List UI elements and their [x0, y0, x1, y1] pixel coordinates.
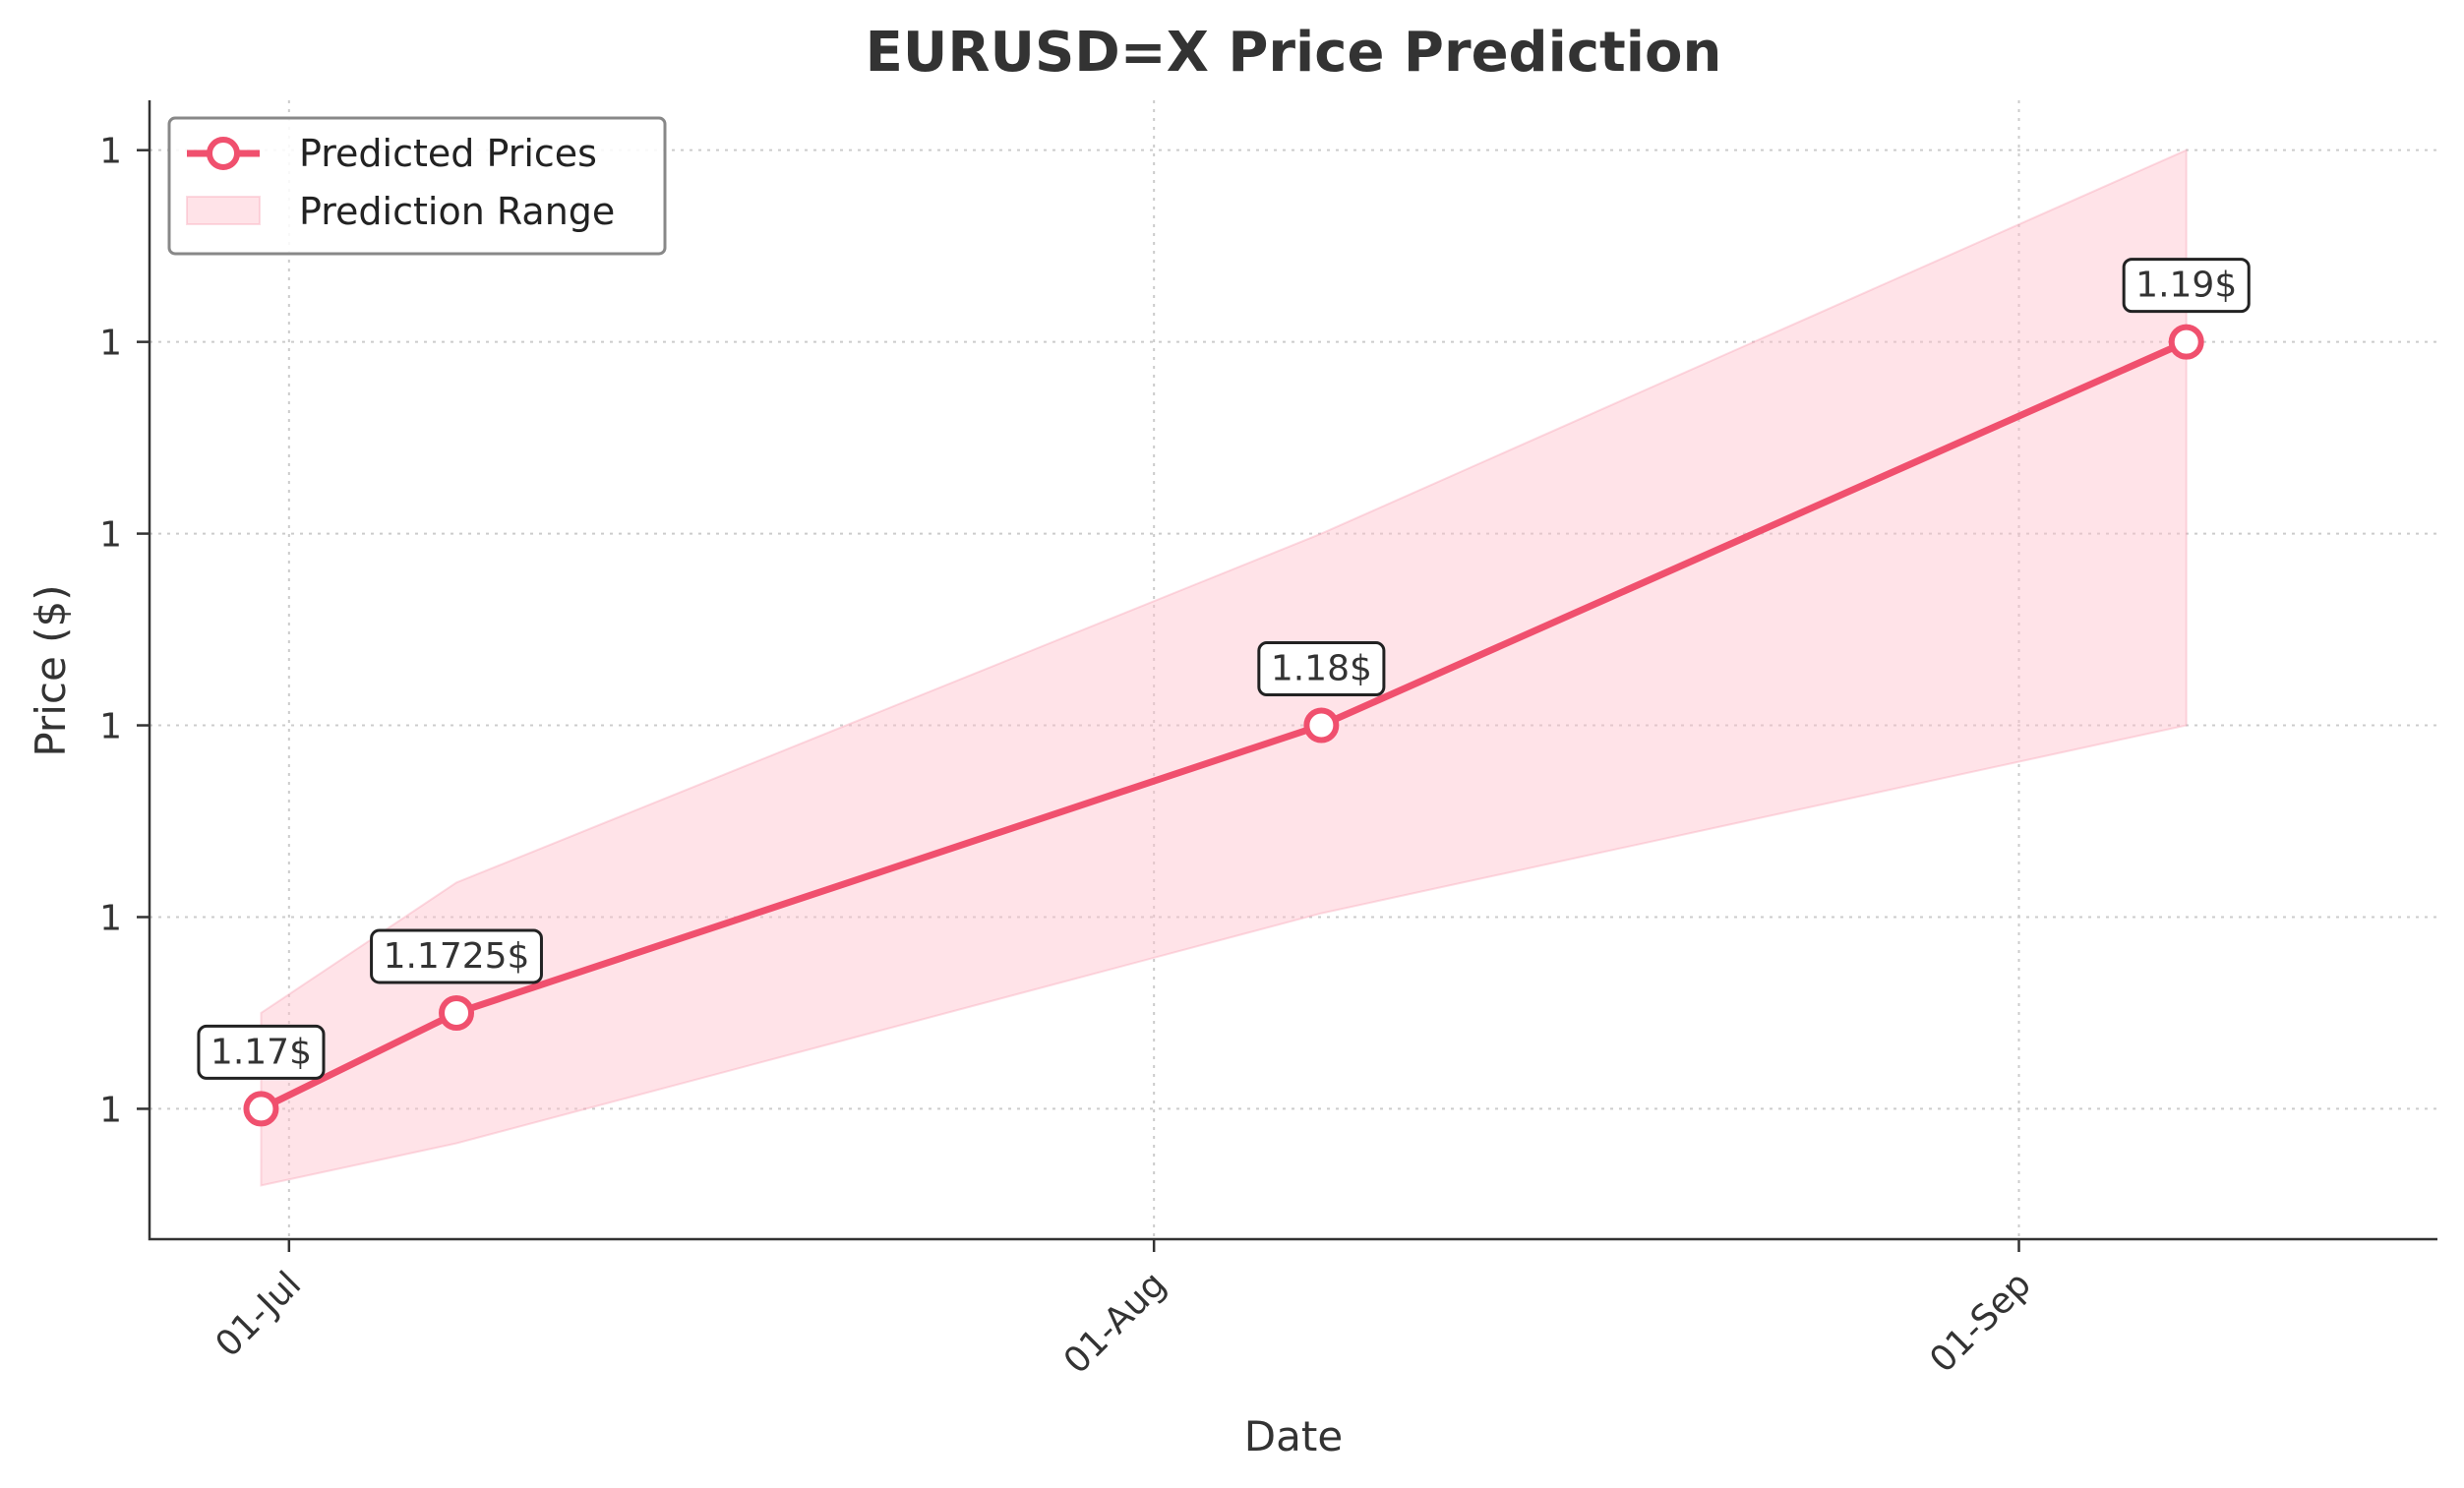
predicted-prices-layer — [243, 324, 2204, 1127]
legend-label: Prediction Range — [299, 190, 615, 233]
y-tick-label: 1 — [99, 515, 122, 556]
legend-frame — [167, 116, 667, 256]
data-label-box — [370, 928, 543, 984]
data-label: 1.19$ — [2122, 258, 2251, 314]
legend-area-swatch — [186, 196, 261, 225]
y-tick-label: 1 — [99, 898, 122, 938]
x-axis-label: Date — [1244, 1412, 1343, 1460]
predicted-price-point — [243, 1091, 279, 1127]
predicted-price-point — [439, 994, 475, 1031]
legend-marker-swatch — [207, 137, 240, 170]
y-tick-label: 1 — [99, 132, 122, 172]
data-label: 1.18$ — [1257, 641, 1386, 697]
x-tick-label: 01-Aug — [1056, 1264, 1174, 1382]
data-labels-layer: 1.17$ 1.1725$ 1.18$ 1.19$ — [197, 258, 2251, 1080]
predicted-prices-line — [257, 338, 2191, 1112]
y-tick-label: 1 — [99, 324, 122, 364]
axis-spines — [148, 100, 2437, 1241]
predicted-price-point — [2168, 324, 2204, 360]
data-label-text: 1.17$ — [210, 1032, 312, 1072]
y-axis-label: Price ($) — [27, 584, 75, 756]
data-label-text: 1.19$ — [2135, 266, 2237, 306]
x-tick-label: 01-Sep — [1922, 1264, 2039, 1381]
prediction-range-area — [260, 149, 2188, 1187]
data-label-text: 1.18$ — [1271, 649, 1372, 689]
x-tick-label: 01-Jul — [208, 1264, 309, 1365]
prediction-range-layer — [260, 149, 2188, 1187]
chart-title: EURUSD=X Price Prediction — [866, 21, 1722, 85]
y-tick-label: 1 — [99, 1090, 122, 1130]
data-label-box — [2122, 258, 2251, 314]
legend-label: Predicted Prices — [299, 132, 597, 175]
data-label: 1.1725$ — [370, 928, 543, 984]
legend: Predicted Prices Prediction Range — [167, 116, 667, 256]
predicted-price-point — [1303, 707, 1340, 744]
data-label-text: 1.1725$ — [384, 936, 530, 977]
data-label-box — [1257, 641, 1386, 697]
y-tick-label: 1 — [99, 707, 122, 747]
data-label-box — [197, 1024, 326, 1080]
data-label: 1.17$ — [197, 1024, 326, 1080]
